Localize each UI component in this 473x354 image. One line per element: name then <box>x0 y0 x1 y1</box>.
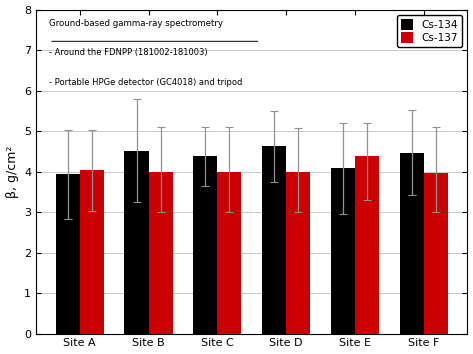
Bar <box>149 172 173 333</box>
Bar <box>424 173 448 333</box>
Bar <box>331 169 355 333</box>
Text: - Portable HPGe detector (GC4018) and tripod: - Portable HPGe detector (GC4018) and tr… <box>49 78 243 87</box>
Bar <box>355 156 379 333</box>
Bar <box>286 172 310 333</box>
Bar <box>400 153 424 333</box>
Bar <box>124 150 149 333</box>
Legend: Cs-134, Cs-137: Cs-134, Cs-137 <box>396 15 462 47</box>
Bar <box>56 175 80 333</box>
Bar <box>80 170 104 333</box>
Bar <box>193 156 218 333</box>
Bar <box>218 172 241 333</box>
Text: Ground-based gamma-ray spectrometry: Ground-based gamma-ray spectrometry <box>49 19 223 28</box>
Bar <box>262 147 286 333</box>
Text: - Around the FDNPP (181002-181003): - Around the FDNPP (181002-181003) <box>49 48 208 57</box>
Y-axis label: β, g/cm²: β, g/cm² <box>6 145 18 198</box>
